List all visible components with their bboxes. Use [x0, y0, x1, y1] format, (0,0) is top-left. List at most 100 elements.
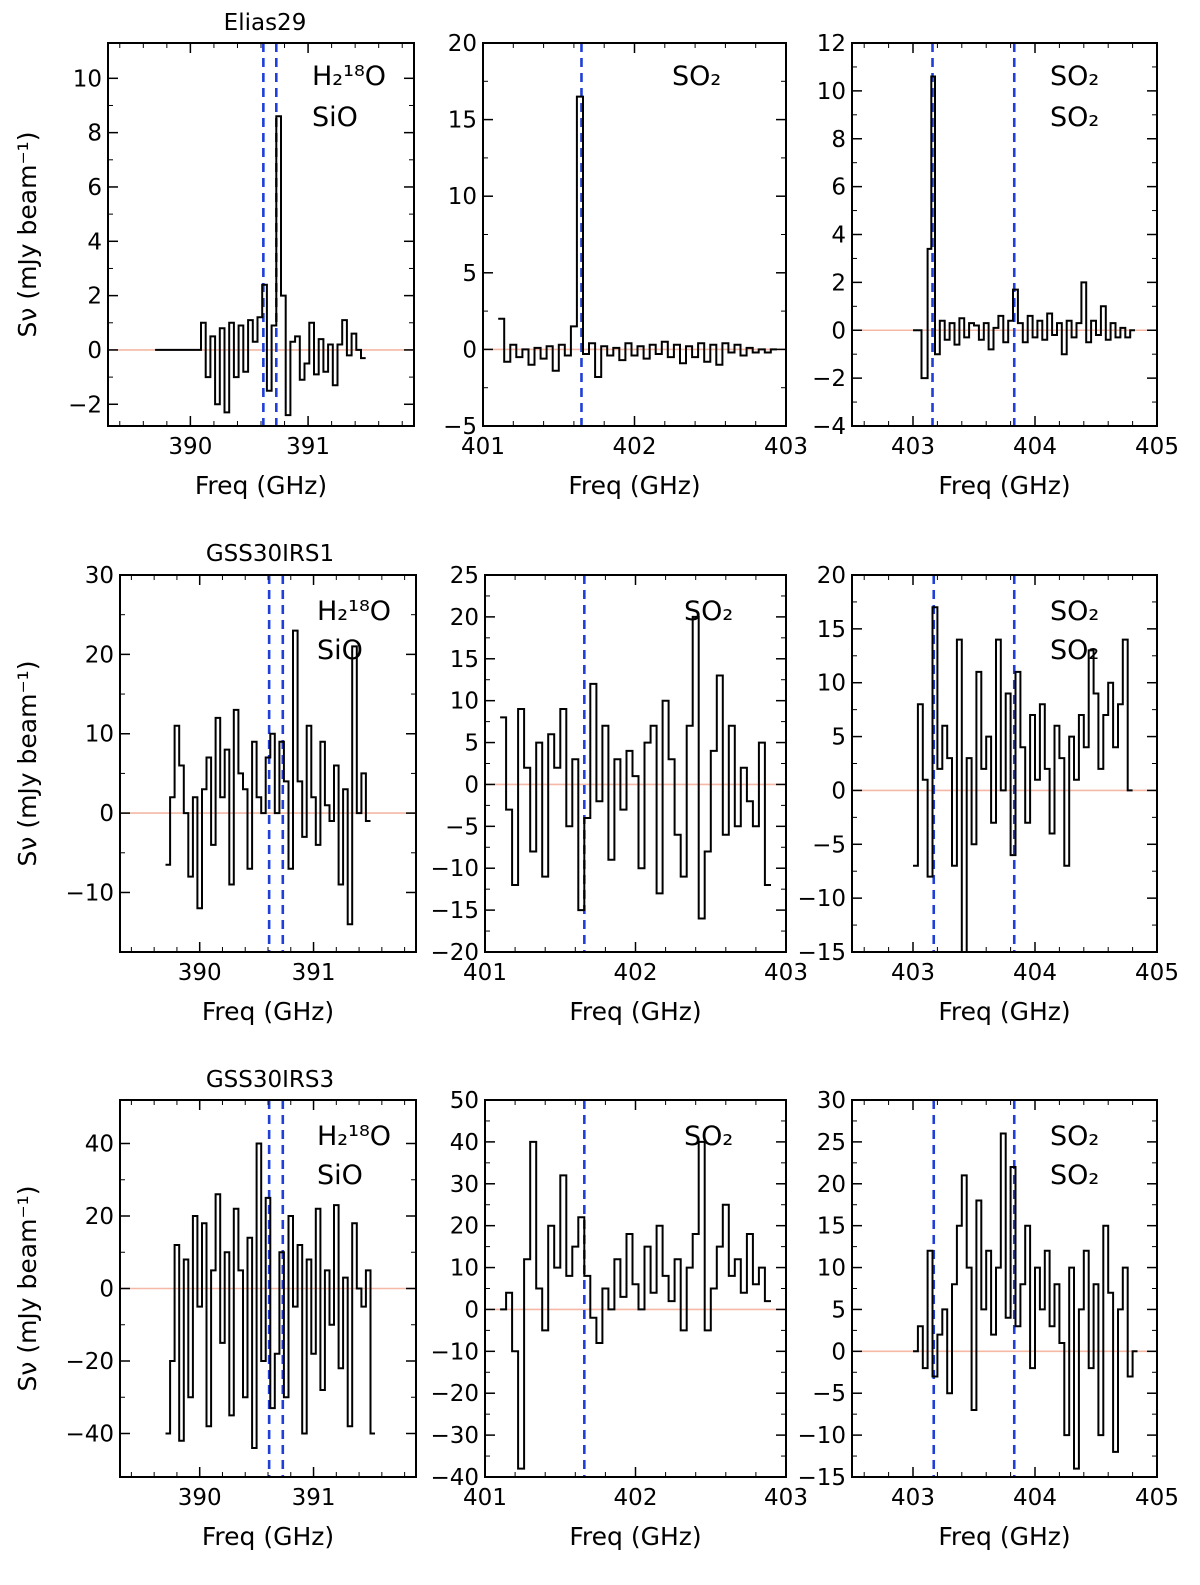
y-tick-label: −2 — [812, 366, 846, 392]
axes-frame — [107, 42, 415, 427]
y-tick-label: −15 — [797, 1465, 846, 1491]
y-tick-label: 8 — [831, 127, 846, 153]
y-tick-label: −5 — [812, 1381, 846, 1407]
spectrum-line — [155, 115, 366, 417]
x-tick-label: 391 — [292, 1485, 336, 1511]
y-tick-label: 15 — [448, 108, 477, 134]
y-tick-label: 0 — [99, 1277, 114, 1303]
y-tick-label: −20 — [430, 940, 479, 966]
x-tick-label: 403 — [891, 1485, 935, 1511]
y-tick-label: 25 — [450, 563, 479, 589]
x-axis-label: Freq (GHz) — [568, 471, 700, 500]
y-tick-label: 10 — [73, 66, 102, 92]
y-tick-label: 0 — [831, 1339, 846, 1365]
y-tick-label: 4 — [831, 223, 846, 249]
x-tick-label: 390 — [178, 1485, 222, 1511]
axes-frame — [851, 1099, 1158, 1478]
y-tick-label: 2 — [831, 270, 846, 296]
x-tick-label: 401 — [463, 960, 507, 986]
x-tick-label: 402 — [614, 960, 658, 986]
spectrum-line — [913, 606, 1133, 953]
y-tick-label: 10 — [448, 184, 477, 210]
x-axis-label: Freq (GHz) — [569, 1522, 701, 1551]
y-tick-label: 30 — [450, 1172, 479, 1198]
x-tick-label: 404 — [1013, 960, 1057, 986]
panel-gss30irs3-401ghz: SO₂ −40 −30 −20 −10 0 10 20 30 40 50 401 402 403 Freq… — [430, 1088, 808, 1551]
y-tick-label: −10 — [65, 880, 114, 906]
x-axis-label: Freq (GHz) — [569, 997, 701, 1026]
panel-elias29-403ghz: SO₂ SO₂ −4 −2 0 2 4 6 8 10 12 403 404 405 Freq (GHz) — [812, 31, 1179, 500]
spectrum-line — [498, 95, 777, 378]
axes-frame — [482, 42, 787, 427]
y-tick-label: 0 — [462, 337, 477, 363]
source-title-gss30irs3: GSS30IRS3 — [206, 1067, 334, 1093]
species-label-so2-a: SO₂ — [1050, 596, 1099, 627]
panel-gss30irs1-401ghz: SO₂ −20 −15 −10 −5 0 5 10 15 20 25 401 402 403 Freq (… — [430, 563, 808, 1026]
y-tick-label: 12 — [817, 31, 846, 57]
y-tick-label: 10 — [85, 722, 114, 748]
y-tick-label: 8 — [87, 121, 102, 147]
y-tick-label: 20 — [817, 1172, 846, 1198]
species-label-so2-a: SO₂ — [1050, 61, 1099, 92]
y-tick-label: 10 — [450, 689, 479, 715]
x-tick-label: 405 — [1135, 434, 1179, 460]
y-tick-label: −5 — [445, 814, 479, 840]
x-axis-label: Freq (GHz) — [202, 1522, 334, 1551]
y-tick-label: 0 — [831, 778, 846, 804]
x-axis-label: Freq (GHz) — [938, 1522, 1070, 1551]
y-tick-label: 50 — [450, 1088, 479, 1114]
x-tick-label: 402 — [614, 1485, 658, 1511]
y-tick-label: −40 — [430, 1465, 479, 1491]
x-axis-label: Freq (GHz) — [202, 997, 334, 1026]
y-tick-label: −5 — [812, 832, 846, 858]
x-axis-label: Freq (GHz) — [195, 471, 327, 500]
x-tick-label: 403 — [764, 1485, 808, 1511]
species-label-so2: SO₂ — [684, 596, 733, 627]
spectrum-line — [913, 75, 1135, 380]
x-tick-label: 404 — [1013, 1485, 1057, 1511]
y-tick-label: 10 — [817, 671, 846, 697]
y-tick-label: −10 — [797, 886, 846, 912]
y-tick-label: 15 — [817, 617, 846, 643]
y-tick-label: 30 — [85, 563, 114, 589]
y-tick-label: 0 — [464, 1297, 479, 1323]
y-tick-label: 5 — [831, 725, 846, 751]
y-tick-label: 4 — [87, 229, 102, 255]
x-tick-label: 401 — [463, 1485, 507, 1511]
species-label-h2-18o: H₂¹⁸O — [317, 596, 391, 627]
y-tick-label: 20 — [85, 642, 114, 668]
species-label-sio: SiO — [312, 102, 358, 133]
axes-frame — [851, 574, 1158, 953]
source-title-elias29: Elias29 — [224, 10, 307, 36]
y-tick-label: −15 — [430, 898, 479, 924]
x-tick-label: 391 — [286, 434, 330, 460]
x-axis-label: Freq (GHz) — [938, 997, 1070, 1026]
y-tick-label: 20 — [450, 605, 479, 631]
y-tick-label: 5 — [831, 1297, 846, 1323]
y-axis-label: Sν (mJy beam⁻¹) — [13, 132, 42, 338]
y-tick-label: 10 — [817, 79, 846, 105]
spectrum-line — [165, 629, 371, 926]
x-tick-label: 403 — [764, 434, 808, 460]
source-title-gss30irs1: GSS30IRS1 — [206, 541, 334, 567]
y-tick-label: 0 — [464, 772, 479, 798]
x-axis-label: Freq (GHz) — [938, 471, 1070, 500]
species-label-so2: SO₂ — [684, 1121, 733, 1152]
y-tick-label: −5 — [443, 414, 477, 440]
spectrum-line — [913, 1132, 1138, 1470]
y-tick-label: −30 — [430, 1423, 479, 1449]
y-tick-label: 20 — [448, 31, 477, 57]
x-tick-label: 403 — [891, 960, 935, 986]
panel-gss30irs1-390ghz: GSS30IRS1 H₂¹⁸O SiO −10 0 10 20 30 390 391 Freq… — [13, 541, 417, 1026]
panel-elias29-390ghz: Elias29 H₂¹⁸O SiO −2 0 2 4 6 8 10 390 391 Freq (G… — [13, 10, 415, 500]
y-tick-label: 40 — [450, 1130, 479, 1156]
y-tick-label: 0 — [99, 801, 114, 827]
y-axis-label: Sν (mJy beam⁻¹) — [13, 1186, 42, 1392]
y-axis-label: Sν (mJy beam⁻¹) — [13, 661, 42, 867]
y-tick-label: 10 — [817, 1256, 846, 1282]
x-tick-label: 404 — [1013, 434, 1057, 460]
species-label-sio: SiO — [317, 1160, 363, 1191]
x-tick-label: 390 — [168, 434, 212, 460]
y-tick-label: 0 — [87, 338, 102, 364]
